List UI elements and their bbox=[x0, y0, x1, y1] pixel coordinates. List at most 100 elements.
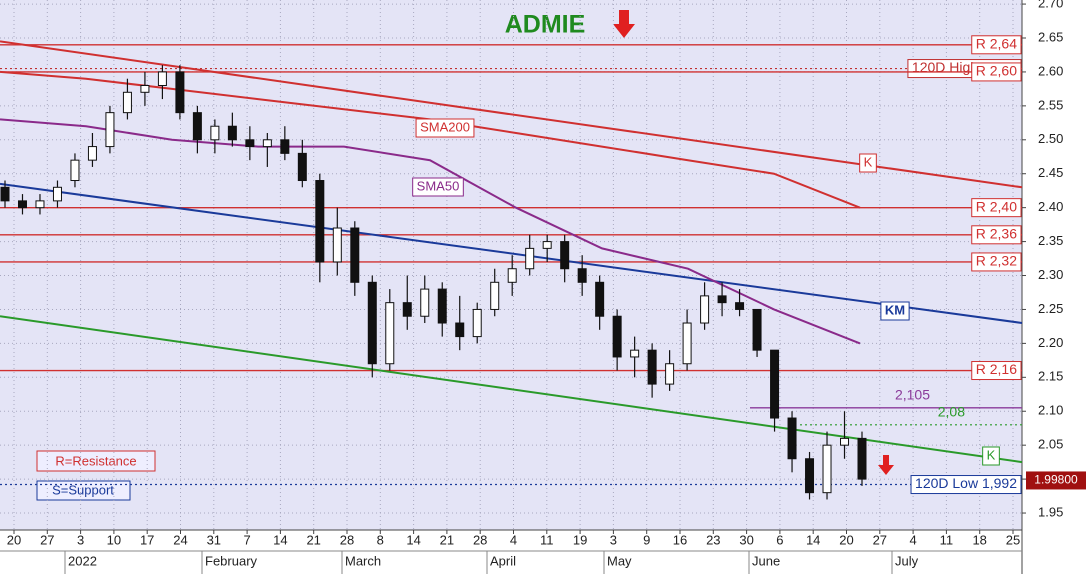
trend-label: K bbox=[987, 447, 996, 462]
y-tick-label: 2.30 bbox=[1038, 267, 1063, 282]
x-tick-label: 27 bbox=[873, 532, 887, 547]
down-arrow bbox=[878, 455, 894, 475]
candle-body bbox=[612, 315, 622, 358]
x-tick-label: 6 bbox=[776, 532, 783, 547]
level-label: 120D Low 1,992 bbox=[915, 475, 1017, 491]
level-label: R 2,64 bbox=[976, 35, 1017, 51]
candle-body bbox=[192, 112, 202, 141]
candle-body bbox=[262, 139, 272, 148]
level-label: R 2,60 bbox=[976, 63, 1017, 79]
candle-body bbox=[385, 302, 395, 365]
level-label: R 2,40 bbox=[976, 198, 1017, 214]
level-label-box bbox=[971, 62, 1022, 82]
candle-body bbox=[665, 363, 675, 385]
candle-body bbox=[787, 417, 797, 460]
y-tick-label: 2.55 bbox=[1038, 97, 1063, 112]
y-tick-label: 2.70 bbox=[1038, 0, 1063, 11]
x-tick-label: 25 bbox=[1006, 532, 1020, 547]
y-tick-label: 2.05 bbox=[1038, 437, 1063, 452]
y-tick-label: 2.60 bbox=[1038, 63, 1063, 78]
candle-body bbox=[717, 295, 727, 304]
x-tick-label: 17 bbox=[140, 532, 154, 547]
level-label: 2,08 bbox=[938, 404, 965, 420]
candle-body bbox=[350, 227, 360, 283]
x-tick-label: 30 bbox=[739, 532, 753, 547]
month-label: May bbox=[607, 553, 632, 568]
month-label: February bbox=[205, 553, 258, 568]
y-tick-label: 2.65 bbox=[1038, 29, 1063, 44]
x-tick-label: 28 bbox=[340, 532, 354, 547]
month-label: March bbox=[345, 553, 381, 568]
x-tick-label: 14 bbox=[406, 532, 420, 547]
y-tick-label: 2.25 bbox=[1038, 301, 1063, 316]
note-box bbox=[36, 480, 131, 501]
x-tick-label: 14 bbox=[273, 532, 287, 547]
level-label: R 2,36 bbox=[976, 226, 1017, 242]
level-label-box bbox=[971, 35, 1022, 55]
x-tick-label: 27 bbox=[40, 532, 54, 547]
trend-label-box bbox=[412, 177, 464, 197]
candle-body bbox=[822, 444, 832, 494]
candle-body bbox=[700, 295, 710, 324]
level-label: 2,105 bbox=[895, 387, 930, 403]
candle-body bbox=[735, 302, 745, 310]
level-label-box bbox=[971, 361, 1022, 381]
x-tick-label: 20 bbox=[7, 532, 21, 547]
x-tick-label: 21 bbox=[440, 532, 454, 547]
level-label: R 2,16 bbox=[976, 361, 1017, 377]
y-tick-label: 2.40 bbox=[1038, 199, 1063, 214]
candle-body bbox=[490, 281, 500, 310]
candle-body bbox=[122, 91, 132, 114]
month-label: April bbox=[490, 553, 516, 568]
candle-body bbox=[542, 241, 552, 249]
candle-body bbox=[70, 159, 80, 182]
month-label: June bbox=[752, 553, 780, 568]
candle-body bbox=[857, 437, 867, 480]
x-tick-label: 24 bbox=[173, 532, 187, 547]
candle-body bbox=[332, 227, 342, 263]
candle-body bbox=[525, 247, 535, 270]
candle-body bbox=[315, 180, 325, 263]
trend-line bbox=[0, 315, 1023, 464]
y-tick-label: 1.95 bbox=[1038, 504, 1063, 519]
note-box bbox=[36, 450, 156, 472]
y-tick-label: 2.15 bbox=[1038, 369, 1063, 384]
x-tick-label: 4 bbox=[909, 532, 916, 547]
trend-label: K bbox=[864, 154, 873, 169]
x-tick-label: 31 bbox=[207, 532, 221, 547]
trend-label-box bbox=[415, 118, 475, 138]
note: S=Support bbox=[52, 482, 114, 497]
candle-body bbox=[770, 349, 780, 419]
level-label: R 2,32 bbox=[976, 253, 1017, 269]
candle-body bbox=[87, 146, 97, 161]
candle-body bbox=[227, 125, 237, 141]
note: R=Resistance bbox=[55, 453, 136, 468]
candle-body bbox=[280, 139, 290, 154]
trend-label-box bbox=[982, 446, 1000, 466]
candle-body bbox=[647, 349, 657, 385]
x-tick-label: 3 bbox=[610, 532, 617, 547]
x-tick-label: 3 bbox=[77, 532, 84, 547]
candle-body bbox=[630, 349, 640, 358]
trend-line bbox=[0, 118, 861, 345]
x-tick-label: 10 bbox=[107, 532, 121, 547]
candle-body bbox=[577, 268, 587, 283]
level-label-box bbox=[910, 475, 1022, 495]
candle-body bbox=[595, 281, 605, 317]
trend-label-box bbox=[859, 153, 877, 173]
y-tick-label: 2.35 bbox=[1038, 233, 1063, 248]
candle-body bbox=[472, 308, 482, 338]
candle-body bbox=[507, 268, 517, 283]
month-label: July bbox=[895, 553, 919, 568]
chart-title: ADMIE bbox=[505, 11, 586, 39]
level-label-box bbox=[971, 225, 1022, 245]
candle-body bbox=[455, 322, 465, 338]
candle-body bbox=[560, 241, 570, 270]
candle-body bbox=[297, 152, 307, 182]
x-tick-label: 14 bbox=[806, 532, 820, 547]
candle-body bbox=[105, 112, 115, 148]
down-arrow bbox=[613, 10, 635, 38]
x-tick-label: 21 bbox=[306, 532, 320, 547]
candle-body bbox=[682, 322, 692, 365]
